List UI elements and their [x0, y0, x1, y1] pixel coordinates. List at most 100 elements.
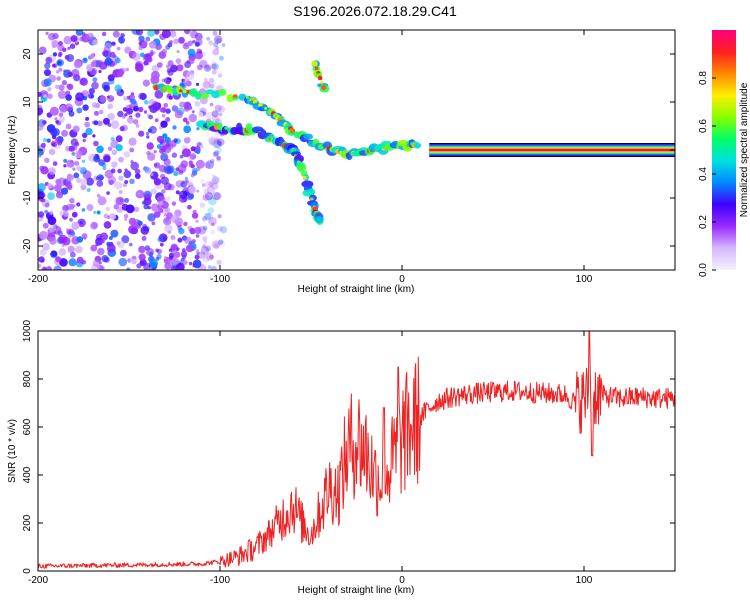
noise-blob	[51, 40, 59, 48]
noise-blob	[55, 256, 61, 263]
noise-blob	[89, 40, 93, 44]
noise-blob	[80, 178, 88, 186]
noise-blob	[173, 171, 179, 177]
noise-blob	[139, 260, 145, 266]
noise-blob	[169, 252, 175, 258]
noise-blob	[176, 50, 180, 54]
noise-blob	[208, 137, 218, 146]
noise-blob	[101, 255, 109, 263]
noise-blob	[112, 30, 120, 38]
noise-blob	[182, 117, 188, 123]
noise-blob	[212, 30, 218, 36]
noise-blob	[189, 227, 196, 235]
noise-blob	[165, 142, 171, 148]
noise-blob	[38, 211, 45, 218]
noise-blob	[60, 187, 69, 195]
x-tick-label: 100	[576, 274, 593, 285]
noise-blob	[118, 36, 126, 44]
noise-blob	[174, 217, 183, 226]
noise-blob	[216, 259, 222, 265]
noise-blob	[117, 240, 125, 249]
noise-blob	[170, 64, 178, 73]
noise-blob	[202, 80, 211, 89]
noise-blob	[64, 181, 73, 190]
noise-blob	[213, 150, 220, 156]
noise-blob	[211, 222, 215, 227]
snr-panel: -200 -100 0 100 0 200 400 600 800 1000 Height of…	[7, 319, 676, 596]
noise-blob	[155, 248, 160, 253]
noise-blob	[114, 57, 121, 64]
noise-blob	[55, 120, 59, 124]
x-tick-label: -100	[210, 274, 230, 285]
noise-blob	[97, 196, 107, 206]
noise-blob	[216, 38, 222, 44]
noise-blob	[110, 168, 116, 174]
noise-blob	[195, 82, 200, 86]
noise-blob	[200, 246, 210, 255]
noise-blob	[98, 69, 102, 74]
noise-blob	[107, 123, 112, 127]
noise-blob	[183, 125, 192, 134]
noise-blob	[54, 137, 61, 144]
noise-blob	[47, 183, 53, 189]
noise-blob	[183, 221, 188, 227]
noise-blob	[171, 152, 178, 158]
noise-blob	[106, 243, 116, 253]
noise-blob	[172, 125, 177, 130]
noise-blob	[44, 202, 50, 208]
signal-blob	[413, 143, 422, 148]
noise-blob	[182, 78, 190, 85]
noise-blob	[144, 167, 150, 172]
y-tick-label: 20	[22, 48, 33, 60]
noise-blob	[178, 227, 185, 235]
noise-blob	[86, 188, 91, 192]
noise-blob	[190, 146, 196, 152]
noise-blob	[211, 60, 217, 66]
noise-blob	[42, 222, 49, 229]
noise-blob	[42, 120, 47, 125]
noise-blob	[212, 48, 220, 56]
noise-blob	[185, 244, 194, 253]
noise-blob	[67, 71, 73, 78]
noise-blob	[98, 175, 104, 181]
noise-blob	[130, 160, 134, 164]
noise-blob	[138, 45, 143, 51]
noise-blob	[38, 91, 42, 97]
noise-blob	[175, 262, 185, 270]
noise-blob	[148, 266, 153, 270]
noise-blob	[208, 40, 214, 46]
spectrogram-y-ticks: 20 10 0 -10 -20	[22, 48, 675, 253]
noise-blob	[180, 160, 189, 168]
noise-blob	[205, 160, 215, 170]
noise-blob	[192, 259, 202, 269]
noise-blob	[93, 210, 97, 214]
noise-blob	[188, 261, 193, 266]
noise-blob	[159, 107, 165, 113]
noise-blob	[76, 177, 82, 184]
noise-blob	[58, 116, 65, 123]
noise-blob	[213, 192, 222, 201]
noise-blob	[54, 117, 58, 121]
noise-blob	[38, 46, 47, 55]
noise-blob	[40, 142, 46, 148]
signal-core	[321, 85, 327, 91]
signal-core	[233, 94, 238, 99]
spectrogram-x-axis-label: Height of straight line (km)	[298, 284, 415, 295]
noise-blob	[191, 239, 196, 244]
noise-blob	[190, 173, 195, 178]
noise-blob	[114, 84, 122, 92]
noise-blob	[164, 262, 172, 270]
noise-blob	[173, 251, 181, 258]
noise-blob	[62, 211, 69, 217]
snr-y-ticks: 0 200 400 600 800 1000	[22, 319, 675, 574]
noise-blob	[107, 175, 117, 185]
noise-blob	[170, 265, 178, 270]
noise-blob	[56, 191, 60, 194]
noise-blob	[58, 234, 68, 244]
noise-blob	[103, 155, 111, 163]
noise-blob	[81, 208, 86, 212]
noise-blob	[215, 46, 220, 50]
noise-blob	[124, 46, 132, 54]
noise-blob	[156, 135, 165, 143]
